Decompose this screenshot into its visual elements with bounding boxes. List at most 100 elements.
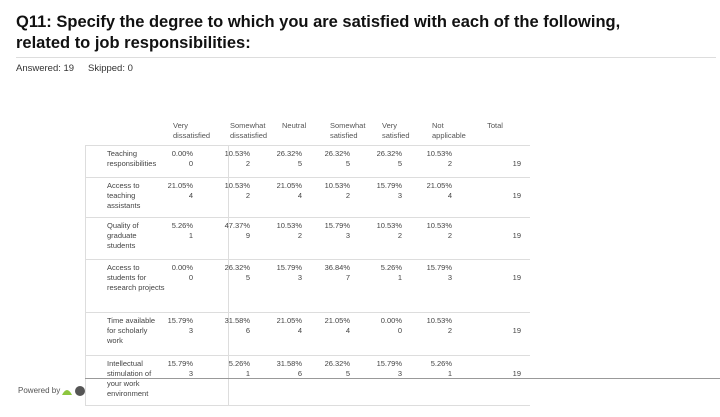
count: 7 xyxy=(345,273,350,282)
count: 6 xyxy=(297,369,302,378)
count: 9 xyxy=(245,231,250,240)
count: 2 xyxy=(447,326,452,335)
row-rule xyxy=(85,145,530,146)
count: 3 xyxy=(447,273,452,282)
count: 3 xyxy=(397,369,402,378)
total: 19 xyxy=(512,159,521,168)
percent: 21.05% xyxy=(426,181,452,190)
count: 2 xyxy=(245,191,250,200)
question-title: Q11: Specify the degree to which you are… xyxy=(16,13,621,52)
row-label: Access to students for research projects xyxy=(107,263,165,292)
percent: 15.79% xyxy=(276,263,302,272)
column-header: Total xyxy=(487,121,503,130)
percent: 21.05% xyxy=(167,181,193,190)
percent: 15.79% xyxy=(167,316,193,325)
row-rule xyxy=(85,312,530,313)
count: 4 xyxy=(188,191,193,200)
count: 2 xyxy=(447,159,452,168)
percent: 26.32% xyxy=(324,359,350,368)
percent: 0.00% xyxy=(171,263,193,272)
total: 19 xyxy=(512,231,521,240)
percent: 10.53% xyxy=(376,221,402,230)
count: 1 xyxy=(188,231,193,240)
percent: 15.79% xyxy=(376,359,402,368)
count: 4 xyxy=(345,326,350,335)
column-header: Somewhat satisfied xyxy=(330,121,366,140)
column-header: Very dissatisfied xyxy=(173,121,211,140)
count: 2 xyxy=(397,231,402,240)
percent: 15.79% xyxy=(426,263,452,272)
percent: 47.37% xyxy=(224,221,250,230)
count: 3 xyxy=(397,191,402,200)
col-rule xyxy=(228,145,229,405)
row-label: Access to teaching assistants xyxy=(107,181,141,210)
column-header: Very satisfied xyxy=(382,121,410,140)
percent: 21.05% xyxy=(276,316,302,325)
results-table: Very dissatisfied Somewhat dissatisfied Ne… xyxy=(85,117,530,417)
page: {"header": {"title": "Q11: Specify the d… xyxy=(16,13,720,406)
total: 19 xyxy=(512,369,521,378)
count: 5 xyxy=(345,159,350,168)
count: 0 xyxy=(188,273,193,282)
percent: 26.32% xyxy=(324,149,350,158)
count: 4 xyxy=(297,191,302,200)
count: 5 xyxy=(245,273,250,282)
percent: 31.58% xyxy=(276,359,302,368)
percent: 10.53% xyxy=(324,181,350,190)
percent: 10.53% xyxy=(224,181,250,190)
row-rule xyxy=(85,177,530,178)
count: 4 xyxy=(447,191,452,200)
percent: 21.05% xyxy=(324,316,350,325)
count: 3 xyxy=(297,273,302,282)
percent: 26.32% xyxy=(224,263,250,272)
count: 3 xyxy=(188,369,193,378)
row-rule xyxy=(85,217,530,218)
count: 1 xyxy=(447,369,452,378)
column-header: Neutral xyxy=(282,121,307,130)
percent: 10.53% xyxy=(276,221,302,230)
row-label: Time available for scholarly work xyxy=(107,316,156,345)
count: 1 xyxy=(245,369,250,378)
count: 0 xyxy=(188,159,193,168)
row-rule xyxy=(85,259,530,260)
col-rule xyxy=(85,145,86,405)
total: 19 xyxy=(512,326,521,335)
count: 5 xyxy=(345,369,350,378)
percent: 10.53% xyxy=(426,316,452,325)
percent: 15.79% xyxy=(376,181,402,190)
count: 4 xyxy=(297,326,302,335)
percent: 0.00% xyxy=(380,316,402,325)
count: 5 xyxy=(297,159,302,168)
percent: 26.32% xyxy=(376,149,402,158)
percent: 10.53% xyxy=(426,221,452,230)
percent: 5.26% xyxy=(380,263,402,272)
row-rule xyxy=(85,355,530,356)
total: 19 xyxy=(512,191,521,200)
percent: 10.53% xyxy=(426,149,452,158)
percent: 5.26% xyxy=(228,359,250,368)
total: 19 xyxy=(512,273,521,282)
column-header: Not applicable xyxy=(432,121,466,140)
percent: 15.79% xyxy=(167,359,193,368)
percent: 21.05% xyxy=(276,181,302,190)
count: 2 xyxy=(245,159,250,168)
count: 1 xyxy=(397,273,402,282)
percent: 0.00% xyxy=(171,149,193,158)
count: 2 xyxy=(345,191,350,200)
percent: 15.79% xyxy=(324,221,350,230)
percent: 5.26% xyxy=(171,221,193,230)
percent: 26.32% xyxy=(276,149,302,158)
divider xyxy=(16,57,716,58)
footer-rule xyxy=(85,378,720,379)
count: 2 xyxy=(297,231,302,240)
count: 6 xyxy=(245,326,250,335)
count: 2 xyxy=(447,231,452,240)
logo xyxy=(62,386,85,396)
count: 0 xyxy=(397,326,402,335)
percent: 31.58% xyxy=(224,316,250,325)
row-label: Quality of graduate students xyxy=(107,221,139,250)
answered: Answered: 19 xyxy=(16,63,75,74)
count: 5 xyxy=(397,159,402,168)
powered-by: Powered by xyxy=(18,386,61,395)
row-label: Intellectual stimulation of your work en… xyxy=(107,359,152,398)
